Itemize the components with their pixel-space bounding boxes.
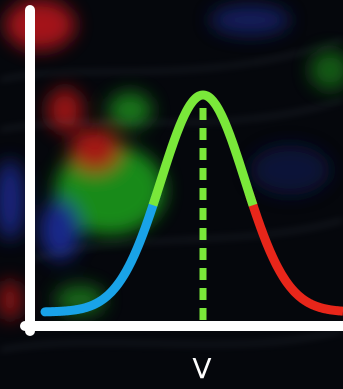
curve-left-segment	[40, 188, 162, 317]
microscopy-texture	[0, 0, 343, 320]
curve-peak-segment	[148, 90, 258, 207]
x-axis-label: V	[192, 352, 211, 385]
curve-right-segment	[244, 191, 343, 316]
